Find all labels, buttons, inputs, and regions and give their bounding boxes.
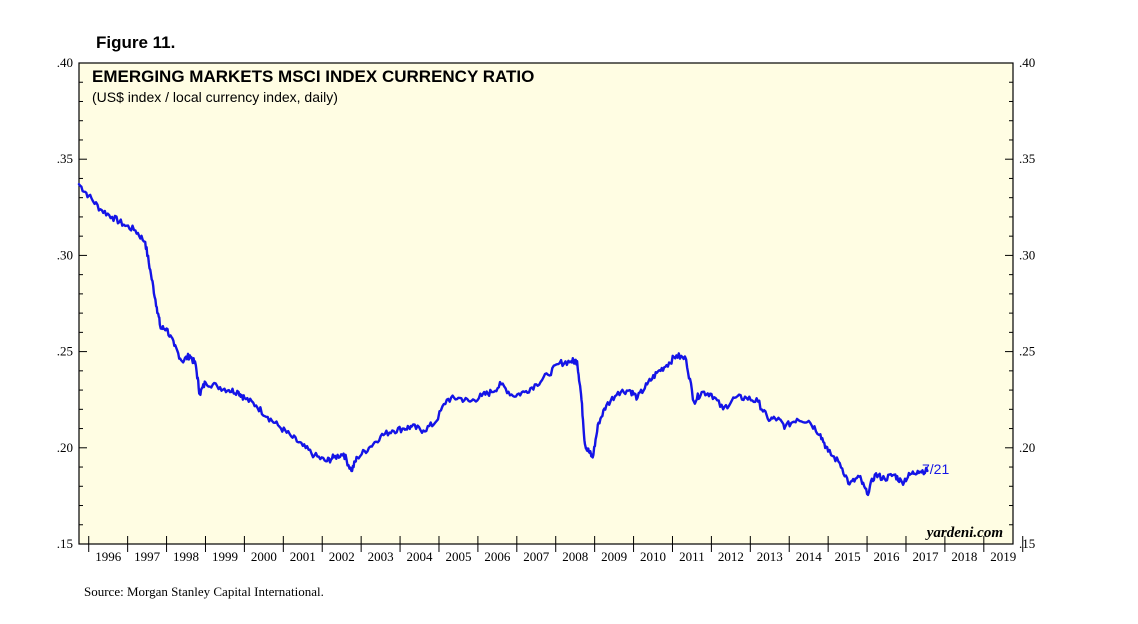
- x-tick-label: 1996: [95, 549, 122, 564]
- x-tick-label: 2003: [368, 549, 394, 564]
- y-tick-label-left: .20: [57, 440, 73, 455]
- y-tick-labels: .15 .15 .20 .20 .25 .25 .30 .30 .35 .35 .40 .40: [57, 55, 1036, 551]
- y-tick-label-left: .25: [57, 344, 73, 359]
- x-tick-label: 2019: [990, 549, 1016, 564]
- x-tick-label: 2005: [445, 549, 471, 564]
- y-tick-label-right: .35: [1019, 151, 1035, 166]
- x-tick-label: 2007: [523, 549, 550, 564]
- figure-label: Figure 11.: [96, 33, 176, 52]
- x-tick-label: 2017: [912, 549, 939, 564]
- x-tick-label: 1997: [134, 549, 161, 564]
- x-tick-label: 2006: [484, 549, 511, 564]
- x-tick-label: 2001: [290, 549, 316, 564]
- x-tick-label: 2008: [562, 549, 588, 564]
- y-tick-label-right: .15: [1019, 536, 1035, 551]
- x-tick-labels: 1996 1997 1998 1999 2000 2001 2002 2003 2004 2005…: [95, 549, 1016, 564]
- y-tick-label-left: .30: [57, 247, 73, 262]
- y-tick-label-left: .35: [57, 151, 73, 166]
- chart-subtitle: (US$ index / local currency index, daily…: [92, 89, 338, 105]
- plot-area: [78, 62, 1014, 545]
- chart-title: EMERGING MARKETS MSCI INDEX CURRENCY RAT…: [92, 67, 534, 86]
- y-tick-label-left: .40: [57, 55, 73, 70]
- x-tick-label: 1998: [173, 549, 199, 564]
- x-tick-label: 2010: [640, 549, 666, 564]
- y-tick-label-right: .25: [1019, 344, 1035, 359]
- x-tick-label: 2015: [835, 549, 861, 564]
- y-tick-label-left: .15: [57, 536, 73, 551]
- watermark: yardeni.com: [925, 525, 1003, 541]
- x-tick-label: 2000: [251, 549, 277, 564]
- source-note: Source: Morgan Stanley Capital Internati…: [84, 584, 324, 599]
- x-tick-label: 2012: [718, 549, 744, 564]
- y-tick-label-right: .40: [1019, 55, 1035, 70]
- x-tick-label: 2011: [679, 549, 705, 564]
- tick-layer: [79, 62, 1024, 552]
- x-tick-label: 1999: [212, 549, 238, 564]
- x-tick-label: 2013: [757, 549, 783, 564]
- y-tick-label-right: .30: [1019, 247, 1035, 262]
- x-tick-label: 2004: [407, 549, 434, 564]
- x-tick-label: 2018: [951, 549, 977, 564]
- x-tick-label: 2009: [601, 549, 627, 564]
- x-tick-label: 2016: [874, 549, 901, 564]
- last-value-annotation: 7/21: [922, 461, 949, 477]
- y-tick-label-right: .20: [1019, 440, 1035, 455]
- series-line: [77, 183, 929, 497]
- x-tick-label: 2014: [796, 549, 823, 564]
- x-tick-label: 2002: [329, 549, 355, 564]
